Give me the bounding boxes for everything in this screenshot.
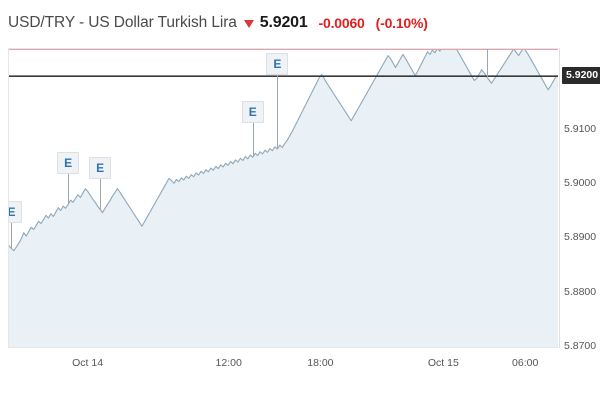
event-marker-4[interactable]: E <box>241 101 264 124</box>
change-percent-value: (-0.10%) <box>375 15 428 31</box>
y-axis-tick: 5.8800 <box>564 285 597 298</box>
x-axis-tick: Oct 15 <box>427 357 459 369</box>
event-marker-stem <box>252 123 254 158</box>
triangle-down-icon <box>243 20 254 28</box>
change-absolute-value: -0.0060 <box>318 15 365 31</box>
chart-header: USD/TRY - US Dollar Turkish Lira 5.9201 … <box>8 11 428 35</box>
x-axis-tick: Oct 14 <box>72 357 104 369</box>
event-marker-3[interactable]: E <box>89 157 112 180</box>
y-axis-tick: 5.8900 <box>564 231 597 244</box>
page-title: USD/TRY - US Dollar Turkish Lira <box>8 14 237 31</box>
y-axis-tick: 5.9100 <box>564 122 597 135</box>
event-marker-stem <box>100 179 102 210</box>
price-line <box>9 49 558 252</box>
event-marker-5[interactable]: E <box>266 53 289 76</box>
event-marker-stem <box>11 222 13 249</box>
x-axis-tick: 06:00 <box>512 357 539 369</box>
x-axis: Oct 14 12:00 18:00 Oct 15 06:00 <box>8 349 558 379</box>
price-area-fill <box>9 49 558 347</box>
last-price-value: 5.9201 <box>259 14 308 31</box>
event-marker-1[interactable]: E <box>9 200 23 223</box>
x-axis-tick: 12:00 <box>215 357 242 369</box>
price-series-svg <box>9 49 558 347</box>
event-marker-stem <box>277 75 279 150</box>
chart-plot-area[interactable]: E E E E E E <box>8 48 558 348</box>
event-marker-stem <box>486 49 488 77</box>
current-price-badge: 5.9200 <box>562 67 600 85</box>
y-axis-tick: 5.9000 <box>564 176 597 189</box>
y-axis-tick: 5.8700 <box>564 340 597 352</box>
y-axis: 5.9200 5.9100 5.9000 5.8900 5.8800 5.870… <box>559 48 600 352</box>
event-marker-2[interactable]: E <box>57 152 80 175</box>
event-marker-stem <box>68 174 70 205</box>
x-axis-tick: 18:00 <box>307 357 334 369</box>
